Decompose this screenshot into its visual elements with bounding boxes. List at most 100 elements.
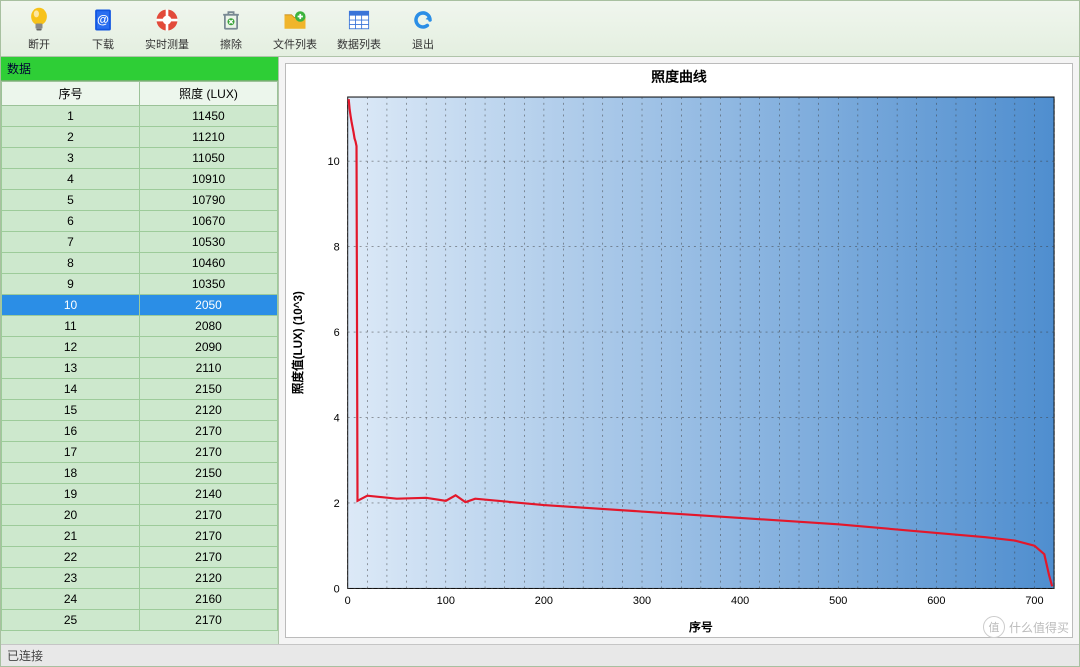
table-cell: 10910	[140, 169, 278, 190]
table-cell: 15	[2, 400, 140, 421]
toolbar-label: 下载	[92, 36, 114, 52]
realtime-button[interactable]: 实时测量	[135, 3, 199, 55]
table-row[interactable]: 172170	[2, 442, 278, 463]
table-row[interactable]: 182150	[2, 463, 278, 484]
svg-text:@: @	[97, 12, 109, 26]
table-cell: 12	[2, 337, 140, 358]
toolbar-label: 擦除	[220, 36, 242, 52]
data-panel: 数据 序号照度 (LUX) 11145021121031105041091051…	[1, 57, 279, 644]
erase-button[interactable]: 擦除	[199, 3, 263, 55]
disconnect-button[interactable]: 断开	[7, 3, 71, 55]
table-row[interactable]: 311050	[2, 148, 278, 169]
table-cell: 9	[2, 274, 140, 295]
table-cell: 2170	[140, 610, 278, 631]
table-cell: 21	[2, 526, 140, 547]
download-button[interactable]: @ 下载	[71, 3, 135, 55]
y-tick-label: 6	[334, 327, 340, 339]
y-tick-label: 10	[328, 156, 340, 168]
table-row[interactable]: 510790	[2, 190, 278, 211]
table-row[interactable]: 710530	[2, 232, 278, 253]
table-cell: 2160	[140, 589, 278, 610]
table-cell: 8	[2, 253, 140, 274]
table-row[interactable]: 232120	[2, 568, 278, 589]
table-row[interactable]: 252170	[2, 610, 278, 631]
exit-button[interactable]: 退出	[391, 3, 455, 55]
table-cell: 13	[2, 358, 140, 379]
chart-box: 照度曲线02468100100200300400500600700序号照度值(L…	[285, 63, 1073, 638]
x-tick-label: 500	[829, 595, 847, 607]
table-row[interactable]: 152120	[2, 400, 278, 421]
table-cell: 18	[2, 463, 140, 484]
table-cell: 11450	[140, 106, 278, 127]
table-cell: 11050	[140, 148, 278, 169]
table-row[interactable]: 242160	[2, 589, 278, 610]
table-cell: 19	[2, 484, 140, 505]
table-cell: 2150	[140, 379, 278, 400]
table-cell: 23	[2, 568, 140, 589]
table-cell: 10790	[140, 190, 278, 211]
table-row[interactable]: 610670	[2, 211, 278, 232]
table-row[interactable]: 162170	[2, 421, 278, 442]
table-row[interactable]: 102050	[2, 295, 278, 316]
toolbar-label: 文件列表	[273, 36, 317, 52]
toolbar-label: 断开	[28, 36, 50, 52]
table-cell: 10670	[140, 211, 278, 232]
datalist-button[interactable]: 数据列表	[327, 3, 391, 55]
table-cell: 2170	[140, 421, 278, 442]
x-tick-label: 0	[345, 595, 351, 607]
panel-title: 数据	[1, 57, 278, 81]
statusbar: 已连接	[1, 644, 1079, 666]
x-axis-label: 序号	[689, 620, 713, 634]
x-tick-label: 600	[927, 595, 945, 607]
grid-icon	[345, 6, 373, 34]
table-cell: 2150	[140, 463, 278, 484]
toolbar-label: 数据列表	[337, 36, 381, 52]
table-row[interactable]: 192140	[2, 484, 278, 505]
book-icon: @	[89, 6, 117, 34]
table-cell: 4	[2, 169, 140, 190]
chart-panel: 照度曲线02468100100200300400500600700序号照度值(L…	[279, 57, 1079, 644]
lifebuoy-icon	[153, 6, 181, 34]
table-cell: 6	[2, 211, 140, 232]
table-row[interactable]: 211210	[2, 127, 278, 148]
toolbar-label: 实时测量	[145, 36, 189, 52]
table-cell: 2140	[140, 484, 278, 505]
toolbar: 断开 @ 下载 实时测量 擦除 文件列表 数据列表退出	[1, 1, 1079, 57]
table-row[interactable]: 132110	[2, 358, 278, 379]
chart-title: 照度曲线	[651, 69, 707, 85]
table-row[interactable]: 142150	[2, 379, 278, 400]
y-tick-label: 0	[334, 583, 340, 595]
trash-icon	[217, 6, 245, 34]
table-row[interactable]: 410910	[2, 169, 278, 190]
table-cell: 22	[2, 547, 140, 568]
table-row[interactable]: 810460	[2, 253, 278, 274]
x-tick-label: 700	[1025, 595, 1043, 607]
table-scroll[interactable]: 序号照度 (LUX) 11145021121031105041091051079…	[1, 81, 278, 644]
table-cell: 14	[2, 379, 140, 400]
table-cell: 2170	[140, 442, 278, 463]
table-cell: 25	[2, 610, 140, 631]
table-cell: 2	[2, 127, 140, 148]
x-tick-label: 200	[535, 595, 553, 607]
table-row[interactable]: 112080	[2, 316, 278, 337]
table-header: 序号	[2, 82, 140, 106]
table-cell: 2120	[140, 400, 278, 421]
table-row[interactable]: 910350	[2, 274, 278, 295]
table-cell: 2120	[140, 568, 278, 589]
table-row[interactable]: 111450	[2, 106, 278, 127]
table-row[interactable]: 202170	[2, 505, 278, 526]
table-cell: 20	[2, 505, 140, 526]
status-text: 已连接	[7, 647, 43, 664]
table-header: 照度 (LUX)	[140, 82, 278, 106]
table-row[interactable]: 122090	[2, 337, 278, 358]
table-cell: 5	[2, 190, 140, 211]
table-cell: 24	[2, 589, 140, 610]
table-cell: 1	[2, 106, 140, 127]
table-cell: 3	[2, 148, 140, 169]
table-cell: 7	[2, 232, 140, 253]
filelist-button[interactable]: 文件列表	[263, 3, 327, 55]
table-cell: 2110	[140, 358, 278, 379]
table-row[interactable]: 222170	[2, 547, 278, 568]
table-row[interactable]: 212170	[2, 526, 278, 547]
table-cell: 11	[2, 316, 140, 337]
